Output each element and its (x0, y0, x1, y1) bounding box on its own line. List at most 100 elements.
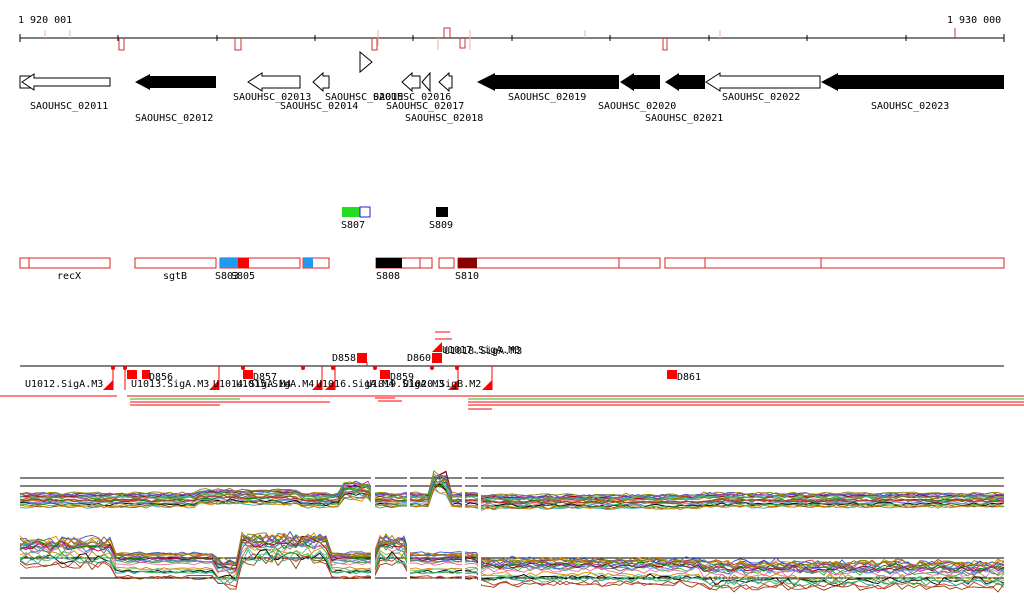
segment-block[interactable] (19, 257, 111, 269)
gene-track: SAOUHSC_02011 SAOUHSC_02012 SAOUHSC_0201… (19, 71, 1004, 124)
expression-panel-lower (19, 530, 1005, 593)
gene-feature[interactable] (438, 71, 453, 93)
up-feature-label: U1017.SigA.M3 (442, 345, 520, 356)
expression-profile-lines (19, 469, 1005, 511)
down-feature-label: D859 (390, 372, 414, 383)
down-feature-marker[interactable] (432, 353, 442, 363)
expression-profile-line (19, 530, 1005, 570)
ruler-ticks (19, 34, 1005, 42)
segment-track-upper: S807 S809 (341, 206, 453, 231)
expression-profile-line (19, 549, 1005, 587)
segment-block[interactable] (303, 258, 313, 268)
segment-block[interactable] (238, 258, 249, 268)
ruler-faint-marks (44, 30, 721, 50)
gene-feature[interactable] (477, 73, 619, 91)
up-feature-label: U1019.SigA.M3 (366, 379, 444, 390)
gene-label: SAOUHSC_02022 (722, 92, 800, 103)
expression-profile-line (19, 474, 1005, 504)
gene-label: SAOUHSC_02016 (373, 92, 451, 103)
up-feature-arrow-icon[interactable] (432, 342, 442, 352)
regulatory-stems (112, 366, 493, 390)
expression-profile-line (19, 546, 1005, 584)
expression-profile-line (19, 542, 1005, 579)
segment-label: S803 (215, 271, 239, 282)
segment-block[interactable] (438, 257, 455, 269)
expression-profile-line (19, 475, 1005, 505)
up-feature-label: U1020.SigB.M2 (403, 379, 481, 390)
down-feature-label: D857 (253, 372, 277, 383)
segment-label: recX (57, 271, 81, 282)
expression-profile-line (19, 486, 1005, 510)
down-feature-label: D861 (677, 372, 701, 383)
gene-feature[interactable] (665, 73, 705, 91)
expression-profile-line (19, 476, 1005, 502)
segment-track-main: recX sgtB S803 S805 S808 S810 (19, 257, 1005, 282)
expression-profile-line (19, 549, 1005, 588)
expression-profile-line (19, 469, 1005, 497)
expression-profile-line (19, 474, 1005, 499)
gene-label: SAOUHSC_02023 (871, 101, 949, 112)
segment-label: S807 (341, 220, 365, 231)
gene-label: SAOUHSC_02018 (405, 113, 483, 124)
feature-extent-lines (0, 395, 1024, 410)
gene-label: SAOUHSC_02017 (386, 101, 464, 112)
segment-block[interactable] (342, 207, 360, 217)
segment-block[interactable] (220, 258, 238, 268)
down-feature-label: D858 (332, 353, 356, 364)
up-feature-label: U1018.SigA.M3 (444, 346, 522, 357)
segment-block[interactable] (458, 258, 477, 268)
segment-label: S810 (455, 271, 479, 282)
direction-marker-icon (359, 50, 373, 74)
expression-profile-line (19, 478, 1005, 501)
expression-profile-line (19, 539, 1005, 576)
segment-label: sgtB (163, 271, 187, 282)
profile-gaps (371, 470, 481, 600)
segment-block[interactable] (436, 207, 448, 217)
gene-feature[interactable] (19, 73, 111, 91)
segment-label: S808 (376, 271, 400, 282)
gene-label: SAOUHSC_02019 (508, 92, 586, 103)
gene-feature[interactable] (705, 72, 821, 92)
segment-block[interactable] (457, 257, 661, 269)
gene-feature[interactable] (401, 71, 421, 93)
down-feature-label: D860 (407, 353, 431, 364)
gene-feature[interactable] (821, 73, 1004, 91)
gene-feature[interactable] (421, 71, 431, 93)
up-feature-label: U1013.SigA.M3 (131, 379, 209, 390)
expression-profile-line (19, 485, 1005, 510)
up-feature-label: U1016.SigA.M4 (316, 379, 394, 390)
ruler-feature-marks (118, 27, 956, 51)
expression-profile-line (19, 483, 1005, 508)
gene-feature[interactable] (620, 73, 660, 91)
gene-label: SAOUHSC_02012 (135, 113, 213, 124)
gene-label: SAOUHSC_02015 (325, 92, 403, 103)
expression-panel-upper (19, 469, 1005, 511)
segment-label: S805 (231, 271, 255, 282)
segment-block[interactable] (359, 206, 371, 218)
gene-feature[interactable] (135, 74, 216, 90)
segment-label: S809 (429, 220, 453, 231)
segment-block[interactable] (134, 257, 217, 269)
gene-label: SAOUHSC_02013 (233, 92, 311, 103)
gene-feature[interactable] (312, 71, 330, 93)
expression-profile-line (19, 530, 1005, 569)
down-feature-marker[interactable] (357, 353, 367, 363)
up-feature-label: U1012.SigA.M3 (25, 379, 103, 390)
expression-profile-line (19, 534, 1005, 573)
gene-label: SAOUHSC_02011 (30, 101, 108, 112)
gene-feature[interactable] (247, 72, 301, 92)
ruler-end-label: 1 930 000 (947, 15, 1001, 26)
up-feature-label: U1015.SigA.M4 (236, 379, 314, 390)
position-ruler: 1 920 001 1 930 000 (18, 15, 1005, 74)
segment-block[interactable] (376, 258, 402, 268)
segment-block[interactable] (664, 257, 1005, 269)
ruler-start-label: 1 920 001 (18, 15, 72, 26)
gene-label: SAOUHSC_02020 (598, 101, 676, 112)
up-feature-label: U1014.SigA.M4 (213, 379, 291, 390)
gene-label: SAOUHSC_02014 (280, 101, 358, 112)
down-feature-label: D856 (149, 372, 173, 383)
expression-profile-line (19, 553, 1005, 591)
expression-profile-line (19, 533, 1005, 570)
